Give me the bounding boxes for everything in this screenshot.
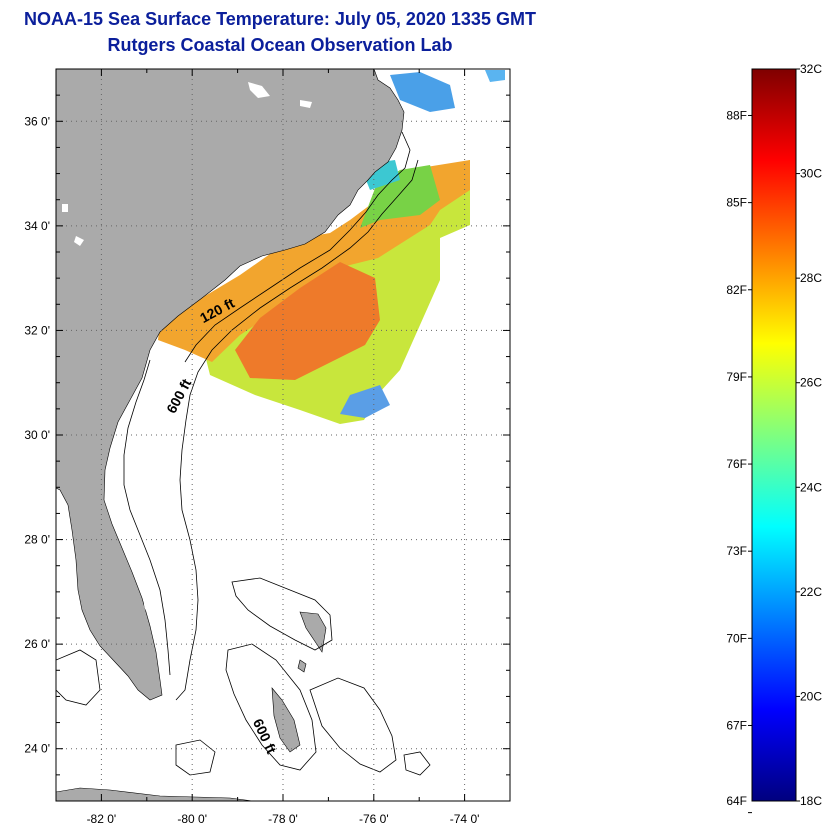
colorbar-fahrenheit-label: 79F xyxy=(726,370,747,384)
axis-ticks: -82 0' -80 0' -78 0' -76 0' -74 0' 36 0' 34 0'… xyxy=(24,68,511,826)
lon-tick-label: -78 0' xyxy=(268,812,298,826)
map-subtitle: Rutgers Coastal Ocean Observation Lab xyxy=(107,35,453,55)
colorbar-labels: 32C 30C 28C 26C 24C 22C 20C 18C 88F 85F 82F 79F 76F 7… xyxy=(726,62,822,814)
lat-tick-label: 34 0' xyxy=(24,219,50,233)
colorbar-fahrenheit-label: 70F xyxy=(726,631,747,645)
lon-tick-label: -76 0' xyxy=(359,812,389,826)
sst-swath-warm-core xyxy=(235,262,380,380)
sst-swath-blue-south xyxy=(340,385,390,418)
colorbar-celsius-label: 22C xyxy=(800,585,822,599)
lon-tick-label: -74 0' xyxy=(450,812,480,826)
lat-tick-label: 26 0' xyxy=(24,637,50,651)
sst-swath-blue-north xyxy=(390,72,455,112)
colorbar-fahrenheit-label: 82F xyxy=(726,283,747,297)
colorbar-fahrenheit-label: 85F xyxy=(726,196,747,210)
land-us-mainland xyxy=(56,69,405,701)
lat-tick-label: 36 0' xyxy=(24,114,50,128)
bathymetry-contours xyxy=(56,131,431,776)
colorbar-celsius-label: 24C xyxy=(800,480,822,494)
colorbar-celsius-label: 28C xyxy=(800,271,822,285)
colorbar-fahrenheit-label: 88F xyxy=(726,108,747,122)
colorbar-fahrenheit-label: 76F xyxy=(726,457,747,471)
colorbar-fahrenheit-label: 64F xyxy=(726,794,747,808)
sst-swath-blue-ne xyxy=(485,70,505,82)
colorbar-fahrenheit-label: 67F xyxy=(726,718,747,732)
graticule xyxy=(56,69,510,801)
bahamas-islands xyxy=(56,611,327,801)
lon-tick-label: -80 0' xyxy=(177,812,207,826)
map-title: NOAA-15 Sea Surface Temperature: July 05… xyxy=(24,9,536,29)
lat-tick-label: 24 0' xyxy=(24,742,50,756)
colorbar-celsius-label: 26C xyxy=(800,376,822,390)
lat-tick-label: 30 0' xyxy=(24,428,50,442)
lat-tick-label: 32 0' xyxy=(24,323,50,337)
white-islets xyxy=(62,82,312,610)
colorbar-fahrenheit-label: 73F xyxy=(726,544,747,558)
colorbar-celsius-label: 32C xyxy=(800,62,822,76)
sst-swath xyxy=(158,70,505,424)
lat-tick-label: 28 0' xyxy=(24,533,50,547)
colorbar-gradient xyxy=(751,68,797,802)
lake-okeechobee xyxy=(144,593,164,615)
colorbar-celsius-label: 30C xyxy=(800,167,822,181)
colorbar-celsius-label: 18C xyxy=(800,794,822,808)
lon-tick-label: -82 0' xyxy=(87,812,117,826)
sst-swath-green xyxy=(360,165,440,228)
colorbar-celsius-label: 20C xyxy=(800,689,822,703)
